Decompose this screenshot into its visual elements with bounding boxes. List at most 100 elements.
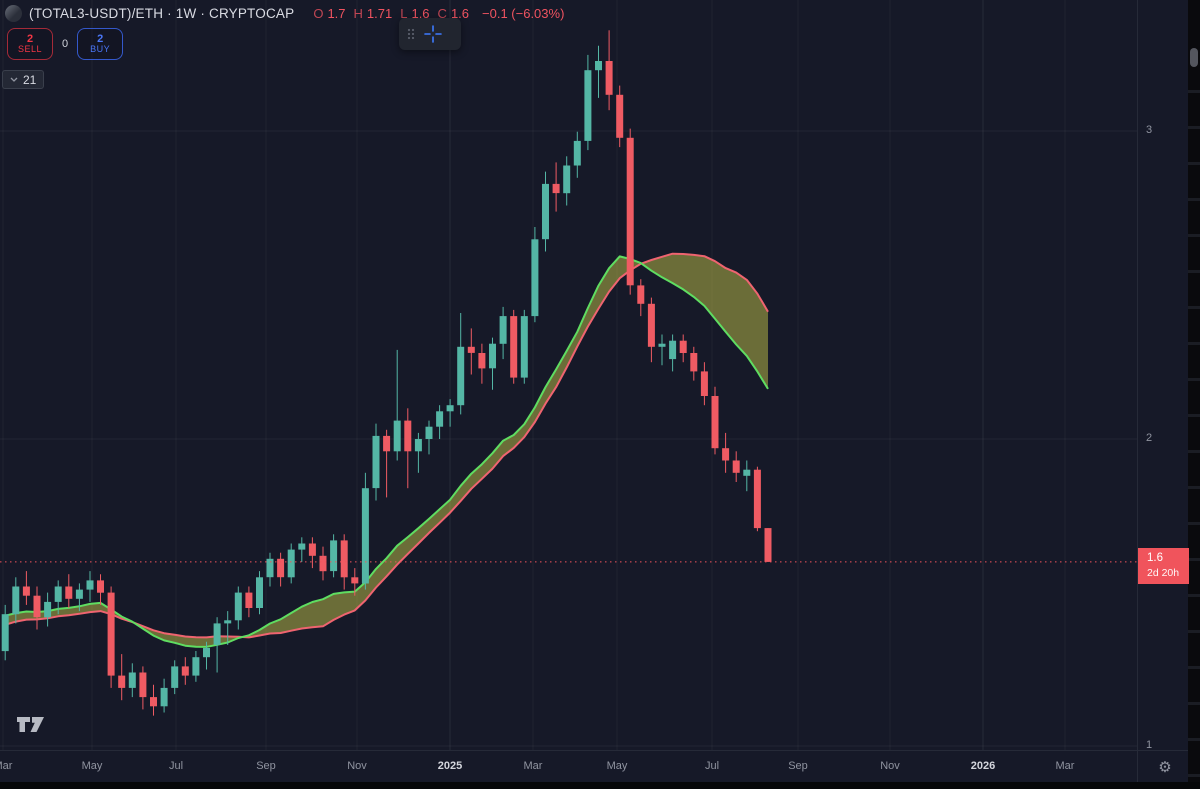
candle-body bbox=[150, 697, 157, 707]
candle-body bbox=[372, 435, 380, 489]
chevron-down-icon bbox=[10, 77, 18, 82]
candle-body bbox=[552, 183, 560, 194]
low-value: 1.6 bbox=[411, 6, 430, 21]
candle-body bbox=[128, 672, 136, 688]
candle-body bbox=[700, 371, 708, 396]
candle-body bbox=[298, 543, 306, 550]
candle-body bbox=[234, 592, 242, 621]
ribbon-fill bbox=[5, 253, 768, 647]
candle-body bbox=[287, 549, 295, 578]
candle-body bbox=[753, 469, 761, 529]
candle-body bbox=[764, 528, 772, 562]
candle-body bbox=[467, 346, 475, 353]
drag-handle-icon[interactable] bbox=[407, 28, 415, 40]
time-axis[interactable]: Mar May Jul Sep Nov 2025 Mar May Jul Sep Nov 2026 Ma… bbox=[0, 750, 1188, 782]
candle-body bbox=[12, 586, 20, 615]
candle-body bbox=[658, 343, 666, 347]
candle-body bbox=[383, 435, 391, 452]
time-tick-label: 2025 bbox=[437, 760, 463, 772]
chart-pane[interactable]: (TOTAL3-USDT)/ETH · 1W · CRYPTOCAP O 1.7 … bbox=[0, 0, 1137, 750]
candle-body bbox=[319, 555, 327, 572]
time-tick-label: Mar bbox=[0, 760, 13, 772]
candle-body bbox=[308, 543, 316, 556]
scrollbar-tick bbox=[1188, 774, 1200, 777]
candle-body bbox=[414, 439, 422, 452]
tradingview-logo-icon bbox=[17, 717, 44, 732]
scrollbar-tick bbox=[1188, 90, 1200, 93]
sell-button[interactable]: 2 SELL bbox=[7, 28, 53, 60]
buy-button[interactable]: 2 BUY bbox=[77, 28, 124, 60]
candle-body bbox=[404, 420, 412, 452]
price-axis[interactable]: 3 2 1 1.6 2d 20h bbox=[1137, 0, 1189, 751]
buy-count: 2 bbox=[97, 33, 104, 45]
candle-body bbox=[75, 589, 83, 599]
price-tick-label: 1 bbox=[1146, 739, 1153, 751]
time-tick-label: May bbox=[606, 760, 628, 772]
buy-label: BUY bbox=[90, 44, 111, 55]
candle-body bbox=[118, 675, 126, 688]
candle-body bbox=[393, 420, 401, 452]
scrollbar-tick bbox=[1188, 666, 1200, 669]
time-tick-label: Nov bbox=[347, 760, 367, 772]
candle-body bbox=[65, 586, 73, 599]
candle-body bbox=[647, 303, 655, 347]
ema-line bbox=[4, 255, 769, 648]
scrollbar-tick bbox=[1188, 450, 1200, 453]
candlestick-chart bbox=[0, 0, 1137, 750]
floating-toolbar bbox=[399, 18, 461, 50]
candle-body bbox=[97, 580, 104, 593]
indicator-length-value: 21 bbox=[23, 72, 37, 87]
ohlc-values: O 1.7 H 1.71 L 1.6 C 1.6 bbox=[309, 6, 469, 21]
candle-body bbox=[711, 396, 719, 449]
candle-body bbox=[340, 540, 348, 578]
scrollbar-tick bbox=[1188, 702, 1200, 705]
candle-body bbox=[605, 61, 613, 95]
candle-body bbox=[160, 687, 168, 707]
bar-countdown: 2d 20h bbox=[1147, 567, 1180, 579]
candle-body bbox=[722, 448, 730, 461]
scrollbar-tick bbox=[1188, 270, 1200, 273]
candle-body bbox=[54, 586, 62, 602]
change-value: −0.1 (−6.03%) bbox=[482, 6, 565, 21]
candle-body bbox=[330, 540, 338, 572]
candle-body bbox=[425, 426, 433, 439]
candle-body bbox=[489, 343, 496, 369]
candle-body bbox=[531, 239, 539, 317]
candle-body bbox=[542, 183, 549, 240]
candle-body bbox=[351, 577, 359, 584]
candle-body bbox=[277, 558, 285, 578]
crosshair-icon[interactable] bbox=[424, 25, 442, 43]
close-label: C bbox=[437, 6, 447, 21]
trade-buttons: 2 SELL 0 2 BUY bbox=[7, 28, 124, 60]
scrollbar-tick bbox=[1188, 558, 1200, 561]
symbol-title[interactable]: (TOTAL3-USDT)/ETH · 1W · CRYPTOCAP bbox=[29, 6, 295, 21]
candle-body bbox=[171, 666, 179, 688]
price-tick-label: 2 bbox=[1146, 432, 1153, 444]
candle-body bbox=[181, 666, 189, 676]
scrollbar-tick bbox=[1188, 414, 1200, 417]
indicator-length-chip[interactable]: 21 bbox=[2, 70, 45, 89]
close-value: 1.6 bbox=[450, 6, 470, 21]
candle-body bbox=[139, 672, 147, 698]
candle-body bbox=[44, 601, 52, 618]
candle-body bbox=[584, 70, 592, 141]
scrollbar-tick bbox=[1188, 198, 1200, 201]
candle-body bbox=[192, 657, 200, 676]
scrollbar-tick bbox=[1188, 630, 1200, 633]
symbol-legend: (TOTAL3-USDT)/ETH · 1W · CRYPTOCAP O 1.7 … bbox=[5, 5, 564, 22]
symbol-logo-icon bbox=[5, 5, 22, 22]
candle-body bbox=[361, 488, 369, 584]
time-tick-label: Mar bbox=[1055, 760, 1075, 772]
candle-body bbox=[563, 165, 571, 194]
time-tick-label: Nov bbox=[880, 760, 900, 772]
time-tick-label: Jul bbox=[704, 760, 720, 772]
candle-body bbox=[626, 137, 634, 286]
scrollbar-thumb[interactable] bbox=[1190, 48, 1198, 67]
time-tick-label: Sep bbox=[788, 760, 808, 772]
scrollbar-tick bbox=[1188, 738, 1200, 741]
scrollbar-track[interactable] bbox=[1188, 0, 1200, 789]
gear-icon[interactable]: ⚙ bbox=[1158, 759, 1172, 776]
last-price-label: 1.6 2d 20h bbox=[1138, 548, 1189, 584]
scrollbar-tick bbox=[1188, 342, 1200, 345]
axis-separator bbox=[1137, 751, 1138, 782]
